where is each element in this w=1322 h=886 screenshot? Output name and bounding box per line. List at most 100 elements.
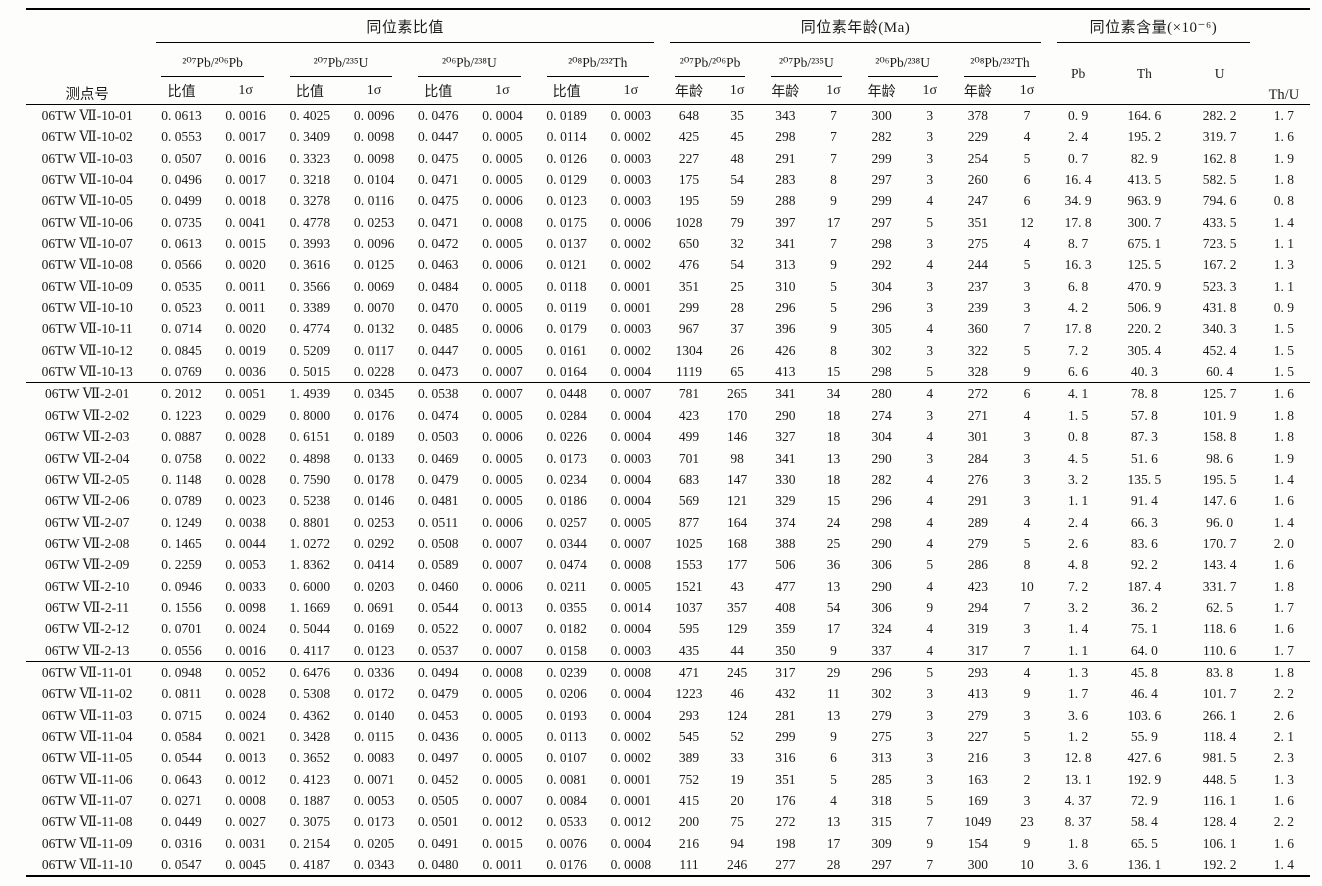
value-cell: 0. 0038 bbox=[225, 514, 266, 530]
value-cell: 0. 0003 bbox=[610, 321, 652, 337]
value-cell: 0. 6000 bbox=[289, 578, 331, 594]
value-cell: 499 bbox=[678, 429, 700, 445]
value-cell: 0. 4362 bbox=[289, 707, 331, 723]
table-row: 06TW Ⅶ-10-07 0. 0613 0. 0015 0. 3993 0. 0096… bbox=[26, 233, 1310, 254]
value-cell: 284 bbox=[967, 450, 988, 466]
table-row: 06TW Ⅶ-2-05 0. 1148 0. 0028 0. 7590 0. 0178 0… bbox=[26, 469, 1310, 490]
value-cell: 1025 bbox=[675, 535, 703, 551]
value-cell: 432 bbox=[775, 686, 796, 702]
value-cell: 0. 0008 bbox=[471, 660, 534, 684]
value-cell: 3 bbox=[926, 450, 934, 466]
value-cell: 0. 3616 bbox=[289, 257, 331, 273]
table-row: 06TW Ⅶ-11-01 0. 0948 0. 0052 0. 6476 0. 0336… bbox=[26, 660, 1310, 684]
value-cell: 187. 4 bbox=[1127, 578, 1162, 594]
value-cell: 0. 0735 bbox=[161, 214, 202, 230]
value-cell: 3 bbox=[1023, 621, 1031, 637]
value-cell: 3. 2 bbox=[1068, 599, 1089, 615]
value-cell: 3 bbox=[926, 150, 934, 166]
value-cell: 0. 0115 bbox=[354, 728, 395, 744]
value-cell: 0. 0019 bbox=[225, 342, 266, 358]
col-header-ratio-207pb-206pb: ²⁰⁷Pb/²⁰⁶Pb bbox=[148, 43, 276, 77]
value-cell: 0. 0005 bbox=[482, 150, 523, 166]
value-cell: 0. 4025 bbox=[289, 108, 331, 123]
value-cell: 12. 8 bbox=[1064, 750, 1092, 766]
value-cell: 0. 0228 bbox=[353, 364, 395, 380]
value-cell: 0. 0003 bbox=[610, 108, 652, 123]
table-row: 06TW Ⅶ-11-04 0. 0584 0. 0021 0. 3428 0. 0115… bbox=[26, 726, 1310, 747]
value-cell: 2 bbox=[1023, 771, 1031, 787]
value-cell: 304 bbox=[871, 429, 892, 445]
value-cell: 877 bbox=[678, 514, 700, 530]
value-cell: 0. 0472 bbox=[418, 236, 459, 252]
sample-id-cell: 06TW Ⅶ-10-05 bbox=[41, 193, 133, 209]
value-cell: 4 bbox=[926, 535, 934, 551]
value-cell: 0. 8801 bbox=[289, 514, 331, 530]
value-cell: 1. 1669 bbox=[289, 599, 331, 615]
table-row: 06TW Ⅶ-11-06 0. 0643 0. 0012 0. 4123 0. 0071… bbox=[26, 769, 1310, 790]
value-cell: 0. 0017 bbox=[225, 172, 266, 188]
value-cell: 0. 0024 bbox=[225, 621, 266, 637]
value-cell: 2. 4 bbox=[1068, 514, 1089, 530]
value-cell: 125. 5 bbox=[1127, 257, 1162, 273]
value-cell: 0. 0946 bbox=[161, 578, 202, 594]
table-row: 06TW Ⅶ-2-02 0. 1223 0. 0029 0. 8000 0. 0176 0… bbox=[26, 405, 1310, 426]
value-cell: 0. 0005 bbox=[482, 407, 523, 423]
value-cell: 569 bbox=[678, 493, 700, 509]
value-cell: 293 bbox=[950, 660, 1005, 684]
sub-header-sigma: 1σ bbox=[238, 82, 253, 98]
value-cell: 0. 0002 bbox=[610, 728, 652, 744]
value-cell: 0. 0036 bbox=[225, 364, 266, 380]
value-cell: 0. 0052 bbox=[214, 660, 277, 684]
value-cell: 286 bbox=[967, 557, 988, 573]
sample-id-cell: 06TW Ⅶ-11-07 bbox=[41, 793, 133, 808]
value-cell: 329 bbox=[775, 493, 796, 509]
value-cell: 79 bbox=[730, 214, 744, 230]
value-cell: 4. 37 bbox=[1064, 793, 1092, 808]
sample-id-cell: 06TW Ⅶ-2-04 bbox=[45, 450, 130, 466]
value-cell: 277 bbox=[775, 857, 796, 873]
value-cell: 59 bbox=[730, 193, 744, 209]
value-cell: 154 bbox=[967, 835, 988, 851]
sample-id-cell: 06TW Ⅶ-10-07 bbox=[41, 236, 133, 252]
value-cell: 0. 0178 bbox=[353, 471, 395, 487]
value-cell: 0. 0470 bbox=[418, 300, 459, 316]
sub-header-age: 年龄 bbox=[675, 84, 704, 100]
value-cell: 1. 6 bbox=[1273, 621, 1294, 637]
value-cell: 0. 0076 bbox=[546, 835, 587, 851]
value-cell: 176 bbox=[775, 793, 796, 808]
value-cell: 1. 9 bbox=[1273, 450, 1294, 466]
table-row: 06TW Ⅶ-2-06 0. 0789 0. 0023 0. 5238 0. 0146 0… bbox=[26, 490, 1310, 511]
value-cell: 0. 0002 bbox=[610, 750, 652, 766]
value-cell: 341 bbox=[775, 450, 796, 466]
value-cell: 82. 9 bbox=[1130, 150, 1158, 166]
value-cell: 316 bbox=[775, 750, 796, 766]
value-cell: 3 bbox=[926, 407, 934, 423]
group-header-ratios-label: 同位素比值 bbox=[156, 12, 654, 43]
value-cell: 288 bbox=[775, 193, 796, 209]
value-cell: 357 bbox=[727, 599, 748, 615]
value-cell: 0. 0460 bbox=[418, 578, 459, 594]
value-cell: 66. 3 bbox=[1130, 514, 1158, 530]
value-cell: 45 bbox=[730, 129, 744, 145]
value-cell: 17 bbox=[826, 214, 841, 230]
value-cell: 523. 3 bbox=[1202, 278, 1237, 294]
value-cell: 0. 0345 bbox=[342, 382, 406, 405]
sample-id-cell: 06TW Ⅶ-2-02 bbox=[45, 407, 130, 423]
value-cell: 3 bbox=[926, 707, 934, 723]
value-cell: 0. 0491 bbox=[418, 835, 459, 851]
value-cell: 58. 4 bbox=[1130, 814, 1158, 830]
sample-id-cell: 06TW Ⅶ-2-03 bbox=[45, 429, 130, 445]
value-cell: 0. 6151 bbox=[289, 429, 331, 445]
value-cell: 0. 0137 bbox=[546, 236, 587, 252]
value-cell: 46. 4 bbox=[1130, 686, 1158, 702]
value-cell: 431. 8 bbox=[1202, 300, 1237, 316]
group-header-content-label: 同位素含量(×10⁻⁶) bbox=[1057, 12, 1250, 43]
value-cell: 0. 0140 bbox=[353, 707, 395, 723]
sample-id-cell: 06TW Ⅶ-11-02 bbox=[41, 686, 133, 702]
value-cell: 0. 0447 bbox=[418, 129, 459, 145]
value-cell: 3 bbox=[926, 300, 934, 316]
sample-id-cell: 06TW Ⅶ-11-06 bbox=[41, 771, 133, 787]
value-cell: 54 bbox=[730, 257, 744, 273]
value-cell: 0. 0537 bbox=[418, 642, 459, 658]
table-row: 06TW Ⅶ-10-01 0. 0613 0. 0016 0. 4025 0. 0096… bbox=[26, 105, 1310, 127]
